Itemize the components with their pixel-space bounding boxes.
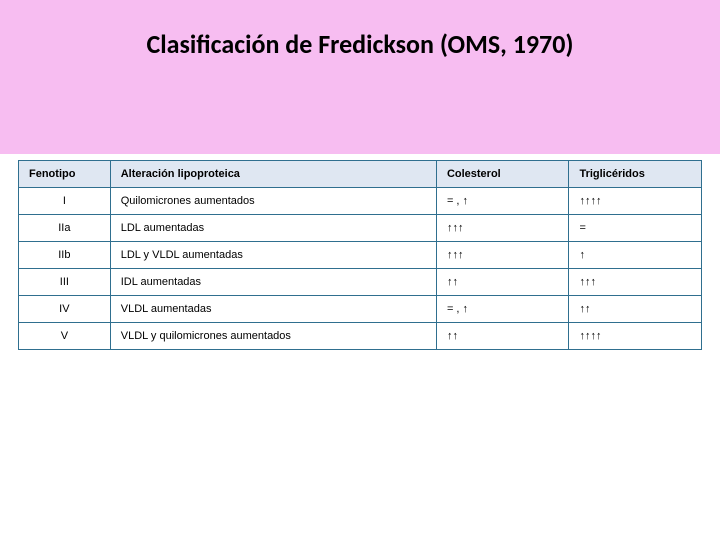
title-band: Clasificación de Fredickson (OMS, 1970) bbox=[0, 0, 720, 154]
cell-colesterol: ↑↑ bbox=[436, 269, 569, 296]
cell-trigliceridos: ↑↑↑ bbox=[569, 269, 702, 296]
cell-fenotipo: III bbox=[19, 269, 111, 296]
cell-alteracion: LDL y VLDL aumentadas bbox=[110, 242, 436, 269]
classification-table-wrap: Fenotipo Alteración lipoproteica Coleste… bbox=[18, 160, 702, 350]
col-header-colesterol: Colesterol bbox=[436, 161, 569, 188]
classification-table: Fenotipo Alteración lipoproteica Coleste… bbox=[18, 160, 702, 350]
cell-fenotipo: IIb bbox=[19, 242, 111, 269]
slide: Clasificación de Fredickson (OMS, 1970) … bbox=[0, 0, 720, 540]
page-title: Clasificación de Fredickson (OMS, 1970) bbox=[146, 28, 573, 60]
cell-trigliceridos: ↑ bbox=[569, 242, 702, 269]
col-header-trigliceridos: Triglicéridos bbox=[569, 161, 702, 188]
cell-trigliceridos: ↑↑↑↑ bbox=[569, 323, 702, 350]
cell-fenotipo: V bbox=[19, 323, 111, 350]
cell-trigliceridos: = bbox=[569, 215, 702, 242]
cell-alteracion: IDL aumentadas bbox=[110, 269, 436, 296]
cell-trigliceridos: ↑↑↑↑ bbox=[569, 188, 702, 215]
table-row: III IDL aumentadas ↑↑ ↑↑↑ bbox=[19, 269, 702, 296]
table-header-row: Fenotipo Alteración lipoproteica Coleste… bbox=[19, 161, 702, 188]
cell-colesterol: ↑↑↑ bbox=[436, 242, 569, 269]
cell-alteracion: LDL aumentadas bbox=[110, 215, 436, 242]
cell-alteracion: VLDL y quilomicrones aumentados bbox=[110, 323, 436, 350]
col-header-alteracion: Alteración lipoproteica bbox=[110, 161, 436, 188]
cell-fenotipo: I bbox=[19, 188, 111, 215]
cell-colesterol: = , ↑ bbox=[436, 188, 569, 215]
cell-alteracion: Quilomicrones aumentados bbox=[110, 188, 436, 215]
table-row: IIa LDL aumentadas ↑↑↑ = bbox=[19, 215, 702, 242]
table-row: V VLDL y quilomicrones aumentados ↑↑ ↑↑↑… bbox=[19, 323, 702, 350]
table-row: I Quilomicrones aumentados = , ↑ ↑↑↑↑ bbox=[19, 188, 702, 215]
table-row: IIb LDL y VLDL aumentadas ↑↑↑ ↑ bbox=[19, 242, 702, 269]
cell-fenotipo: IV bbox=[19, 296, 111, 323]
table-body: I Quilomicrones aumentados = , ↑ ↑↑↑↑ II… bbox=[19, 188, 702, 350]
cell-colesterol: ↑↑↑ bbox=[436, 215, 569, 242]
table-row: IV VLDL aumentadas = , ↑ ↑↑ bbox=[19, 296, 702, 323]
cell-colesterol: = , ↑ bbox=[436, 296, 569, 323]
cell-colesterol: ↑↑ bbox=[436, 323, 569, 350]
cell-alteracion: VLDL aumentadas bbox=[110, 296, 436, 323]
cell-fenotipo: IIa bbox=[19, 215, 111, 242]
cell-trigliceridos: ↑↑ bbox=[569, 296, 702, 323]
col-header-fenotipo: Fenotipo bbox=[19, 161, 111, 188]
